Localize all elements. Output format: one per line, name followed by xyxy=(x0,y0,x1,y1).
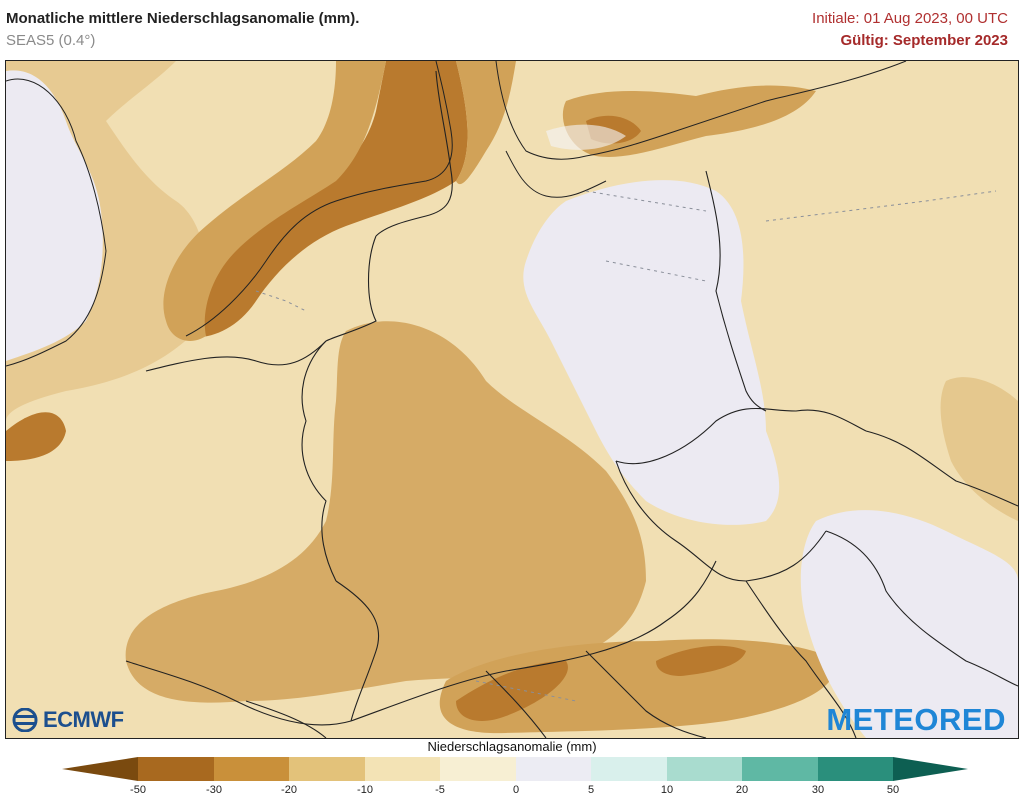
header-right: Initiale: 01 Aug 2023, 00 UTC Gültig: Se… xyxy=(812,8,1008,52)
legend-tick: 30 xyxy=(811,784,825,796)
legend-segment xyxy=(365,757,440,781)
ecmwf-emblem-icon xyxy=(12,708,38,732)
alps-dry-core-east xyxy=(656,645,746,676)
legend-tick: 20 xyxy=(735,784,749,796)
valid-period: Gültig: September 2023 xyxy=(840,32,1008,49)
western-moderate-zone xyxy=(6,61,207,421)
legend-tick: 0 xyxy=(512,784,520,796)
legend-segment xyxy=(62,757,138,781)
legend-segment xyxy=(591,757,667,781)
legend-segment xyxy=(667,757,742,781)
ecmwf-logo-text: ECMWF xyxy=(43,707,124,732)
anomaly-map[interactable] xyxy=(5,60,1019,739)
alps-dry-core-west xyxy=(456,661,568,721)
baltic-water xyxy=(546,124,626,150)
coastline-layer xyxy=(6,61,907,367)
map-title: Monatliche mittlere Niederschlagsanomali… xyxy=(6,10,360,27)
legend-segment xyxy=(138,757,214,781)
biscay-dry-spot xyxy=(6,412,66,461)
legend-ticks: -50 -30 -20 -10 -5 0 5 10 20 30 50 xyxy=(0,784,1024,798)
legend-segment xyxy=(214,757,289,781)
legend-tick: -30 xyxy=(206,784,222,796)
east-moderate-zone xyxy=(940,377,1018,521)
legend-segment xyxy=(893,757,968,781)
model-subtitle: SEAS5 (0.4°) xyxy=(6,32,96,49)
header-left: Monatliche mittlere Niederschlagsanomali… xyxy=(6,8,359,52)
legend-tick: 50 xyxy=(886,784,900,796)
legend-tick: -5 xyxy=(435,784,445,796)
ecmwf-logo: ECMWF xyxy=(10,707,124,733)
legend-tick: -50 xyxy=(130,784,146,796)
legend-segment xyxy=(516,757,591,781)
southeast-neutral-zone xyxy=(800,510,1018,738)
alps-dry-band xyxy=(439,639,837,734)
legend-colorbar xyxy=(62,757,968,781)
uk-land xyxy=(6,70,103,361)
legend-tick: 10 xyxy=(660,784,674,796)
meteored-logo: METEORED xyxy=(826,702,1006,737)
north-sea-dry-streak xyxy=(172,61,468,338)
map-canvas xyxy=(6,61,1018,738)
legend-tick: -20 xyxy=(281,784,297,796)
central-neutral-zone xyxy=(523,180,780,525)
legend-segment xyxy=(742,757,818,781)
legend-tick: 5 xyxy=(587,784,595,796)
north-sea-dry-fringe xyxy=(163,61,386,341)
legend-segment xyxy=(818,757,893,781)
legend-title: Niederschlagsanomalie (mm) xyxy=(427,739,597,754)
lakes-layer xyxy=(255,190,997,702)
init-time: Initiale: 01 Aug 2023, 00 UTC xyxy=(812,10,1008,27)
central-europe-dry-zone xyxy=(125,321,646,703)
borders-layer xyxy=(125,70,1018,738)
legend-tick: -10 xyxy=(357,784,373,796)
legend-segment xyxy=(440,757,516,781)
legend-segment xyxy=(289,757,365,781)
